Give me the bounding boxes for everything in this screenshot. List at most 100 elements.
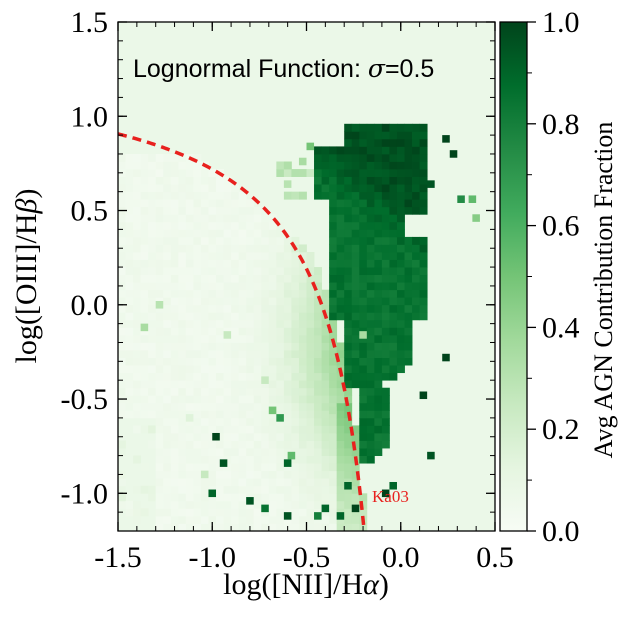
heatmap-cell — [118, 153, 126, 162]
heatmap-cell — [268, 267, 277, 276]
heatmap-cell — [216, 191, 224, 200]
heatmap-cell — [321, 327, 330, 336]
heatmap-cell — [366, 342, 375, 351]
heatmap-cell — [276, 327, 285, 336]
heatmap-cell — [321, 365, 330, 374]
colorbar-tick-label: 0.2 — [542, 413, 580, 446]
heatmap-cell — [170, 395, 179, 404]
heatmap-cell — [193, 425, 202, 434]
heatmap-cell — [314, 350, 322, 358]
heatmap-cell — [148, 206, 157, 215]
heatmap-cell — [374, 184, 383, 193]
heatmap-cell — [125, 161, 134, 170]
heatmap-cell — [381, 432, 390, 441]
heatmap-cell — [163, 221, 172, 230]
heatmap-cell — [238, 259, 247, 268]
y-tick-label: 0.0 — [71, 289, 109, 322]
heatmap-cell — [193, 478, 202, 487]
heatmap-cell — [223, 448, 232, 456]
heatmap-cell — [170, 470, 179, 479]
heatmap-cell — [404, 304, 413, 313]
heatmap-cell — [261, 229, 270, 238]
heatmap-cell — [148, 493, 157, 502]
heatmap-cell — [351, 365, 360, 374]
heatmap-cell — [148, 282, 157, 291]
heatmap-cell — [404, 350, 413, 358]
heatmap-cell — [389, 229, 398, 238]
heatmap-cell — [329, 146, 338, 155]
heatmap-cell — [268, 387, 277, 396]
heatmap-cell — [412, 199, 420, 208]
heatmap-cell — [351, 184, 360, 193]
heatmap-cell — [185, 455, 194, 464]
heatmap-cell — [178, 432, 187, 441]
heatmap-cell — [125, 410, 134, 419]
heatmap-cell — [238, 244, 247, 253]
heatmap-cell — [381, 425, 390, 434]
heatmap-cell — [389, 334, 398, 343]
ka03-label: Ka03 — [372, 487, 409, 506]
heatmap-cell — [223, 199, 232, 208]
chart-title-prefix: Lognormal Function: — [133, 55, 368, 83]
heatmap-cell — [381, 267, 390, 276]
heatmap-cell — [283, 229, 292, 238]
heatmap-cell — [163, 417, 172, 426]
heatmap-cell — [238, 319, 247, 328]
heatmap-cell — [125, 221, 134, 230]
heatmap-cell — [366, 251, 375, 260]
heatmap-cell — [140, 176, 149, 185]
heatmap-cell — [170, 334, 179, 343]
heatmap-cell — [268, 244, 277, 253]
heatmap-cell — [268, 493, 277, 502]
heatmap-cell — [291, 191, 300, 200]
heatmap-cell — [314, 191, 322, 200]
heatmap-cell — [208, 214, 217, 223]
heatmap-cell — [133, 274, 142, 283]
heatmap-cell — [170, 206, 179, 215]
heatmap-cell — [208, 251, 217, 260]
heatmap-cell — [306, 289, 315, 298]
heatmap-cell — [170, 191, 179, 200]
heatmap-cell — [253, 214, 262, 223]
heatmap-cell — [306, 251, 315, 260]
heatmap-cell — [419, 146, 428, 155]
heatmap-cell — [231, 380, 240, 389]
heatmap-cell — [193, 387, 202, 396]
heatmap-cell — [419, 244, 428, 253]
heatmap-cell — [178, 463, 187, 472]
heatmap-cell — [381, 191, 390, 200]
heatmap-cell — [344, 221, 353, 230]
heatmap-cell — [246, 251, 255, 260]
heatmap-cell — [298, 319, 307, 328]
heatmap-cell — [178, 282, 187, 291]
heatmap-cell — [170, 402, 179, 411]
heatmap-cell — [133, 350, 142, 358]
heatmap-cell — [336, 229, 345, 238]
heatmap-cell — [253, 515, 262, 524]
heatmap-cell — [178, 455, 187, 464]
heatmap-cell — [412, 123, 420, 132]
heatmap-cell — [148, 251, 157, 260]
heatmap-cell — [359, 221, 368, 230]
heatmap-cell — [298, 417, 307, 426]
heatmap-cell — [268, 357, 277, 366]
heatmap-cell — [359, 176, 368, 185]
heatmap-cell — [404, 184, 413, 193]
heatmap-cell — [314, 485, 322, 494]
heatmap-cell — [389, 259, 398, 268]
heatmap-cell — [366, 380, 375, 389]
heatmap-cell — [261, 515, 270, 524]
heatmap-cell — [381, 184, 390, 193]
heatmap-cell — [163, 500, 172, 509]
heatmap-cell — [118, 410, 126, 419]
heatmap-cell — [261, 410, 270, 419]
heatmap-cell — [374, 267, 383, 276]
heatmap-cell — [178, 350, 187, 358]
heatmap-cell — [140, 485, 149, 494]
heatmap-cell — [268, 470, 277, 479]
heatmap-cell — [216, 176, 224, 185]
heatmap-cell — [231, 244, 240, 253]
heatmap-cell — [298, 380, 307, 389]
heatmap-cell — [329, 425, 338, 434]
heatmap-cell — [359, 395, 368, 404]
